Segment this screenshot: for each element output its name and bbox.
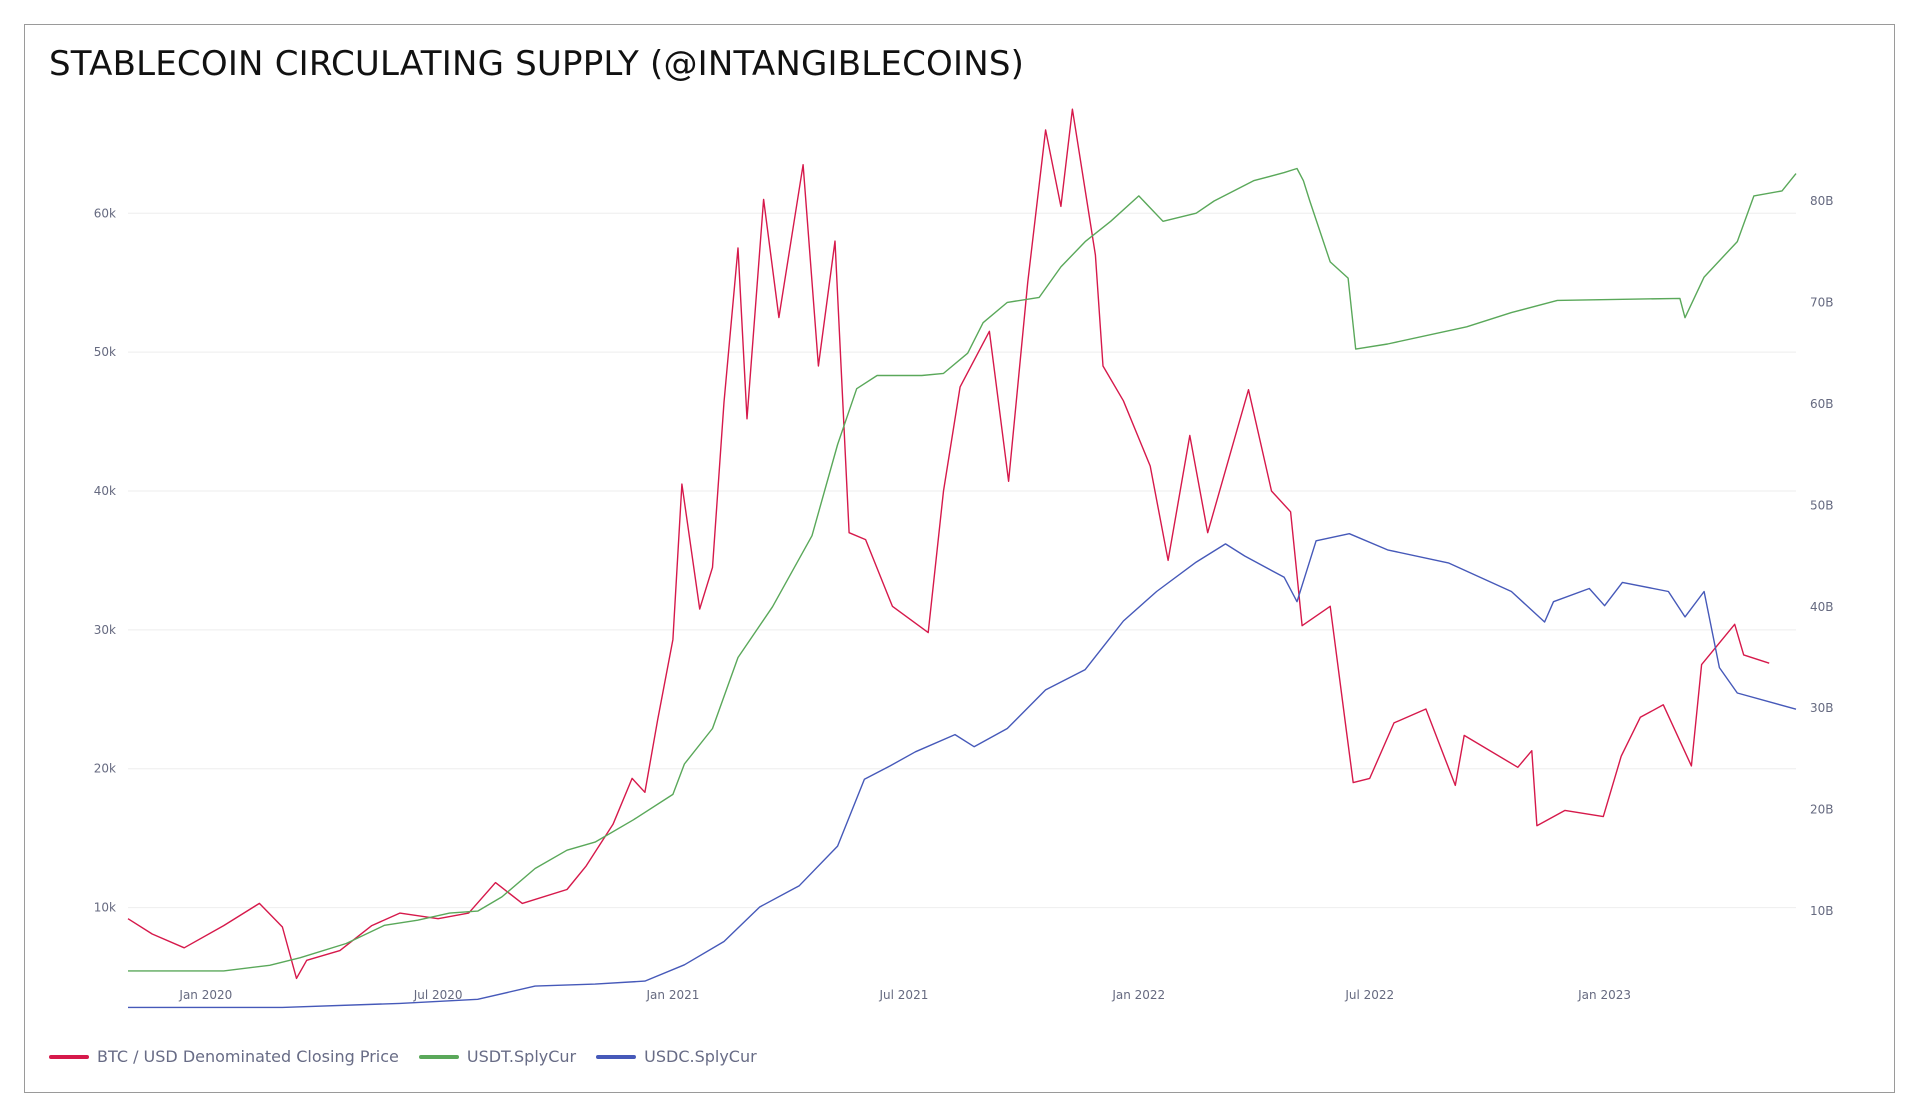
legend-item-usdt[interactable]: USDT.SplyCur (418, 1047, 577, 1066)
legend-swatch-usdc (596, 1054, 637, 1059)
y-right-tick-label: 50B (1810, 498, 1834, 512)
usdt-supply-line[interactable] (128, 167, 1797, 972)
x-tick-label: Jul 2022 (1344, 988, 1394, 1002)
y-right-tick-label: 70B (1810, 295, 1834, 309)
x-tick-label: Jul 2021 (879, 988, 929, 1002)
x-tick-label: Jan 2021 (646, 988, 700, 1002)
btc-price-line[interactable] (127, 108, 1770, 980)
y-right-tick-label: 30B (1810, 701, 1834, 715)
y-left-tick-label: 10k (94, 901, 116, 915)
y-left-tick-label: 50k (94, 345, 116, 359)
x-tick-label: Jan 2022 (1111, 988, 1165, 1002)
y-right-tick-label: 80B (1810, 194, 1834, 208)
x-tick-label: Jul 2020 (413, 988, 463, 1002)
legend: BTC / USD Denominated Closing Price USDT… (49, 1047, 757, 1066)
legend-swatch-usdt (418, 1054, 459, 1059)
legend-swatch-btc (49, 1054, 89, 1059)
y-right-tick-label: 10B (1810, 904, 1834, 918)
legend-label-usdt: USDT.SplyCur (466, 1047, 577, 1066)
usdc-supply-line[interactable] (128, 533, 1797, 1009)
x-tick-label: Jan 2020 (178, 988, 232, 1002)
right-axis: 10B 20B 30B 40B 50B 60B 70B 80B (1810, 194, 1834, 918)
y-left-tick-label: 30k (94, 623, 116, 637)
y-left-tick-label: 40k (94, 484, 116, 498)
x-tick-label: Jan 2023 (1577, 988, 1631, 1002)
chart-frame (24, 24, 1895, 1093)
chart-title: STABLECOIN CIRCULATING SUPPLY (@INTANGIB… (49, 44, 1025, 84)
left-axis: 10k 20k 30k 40k 50k 60k (94, 206, 116, 914)
y-left-tick-label: 60k (94, 206, 116, 220)
y-right-tick-label: 40B (1810, 600, 1834, 614)
legend-label-btc: BTC / USD Denominated Closing Price (97, 1047, 399, 1066)
y-right-tick-label: 20B (1810, 803, 1834, 817)
x-axis: Jan 2020 Jul 2020 Jan 2021 Jul 2021 Jan 2022… (178, 988, 1631, 1002)
y-left-tick-label: 20k (94, 762, 116, 776)
y-right-tick-label: 60B (1810, 397, 1834, 411)
series-layer (127, 108, 1797, 1009)
legend-item-btc[interactable]: BTC / USD Denominated Closing Price (49, 1047, 399, 1066)
legend-label-usdc: USDC.SplyCur (644, 1047, 757, 1066)
grid (128, 212, 1796, 909)
legend-item-usdc[interactable]: USDC.SplyCur (596, 1047, 757, 1066)
